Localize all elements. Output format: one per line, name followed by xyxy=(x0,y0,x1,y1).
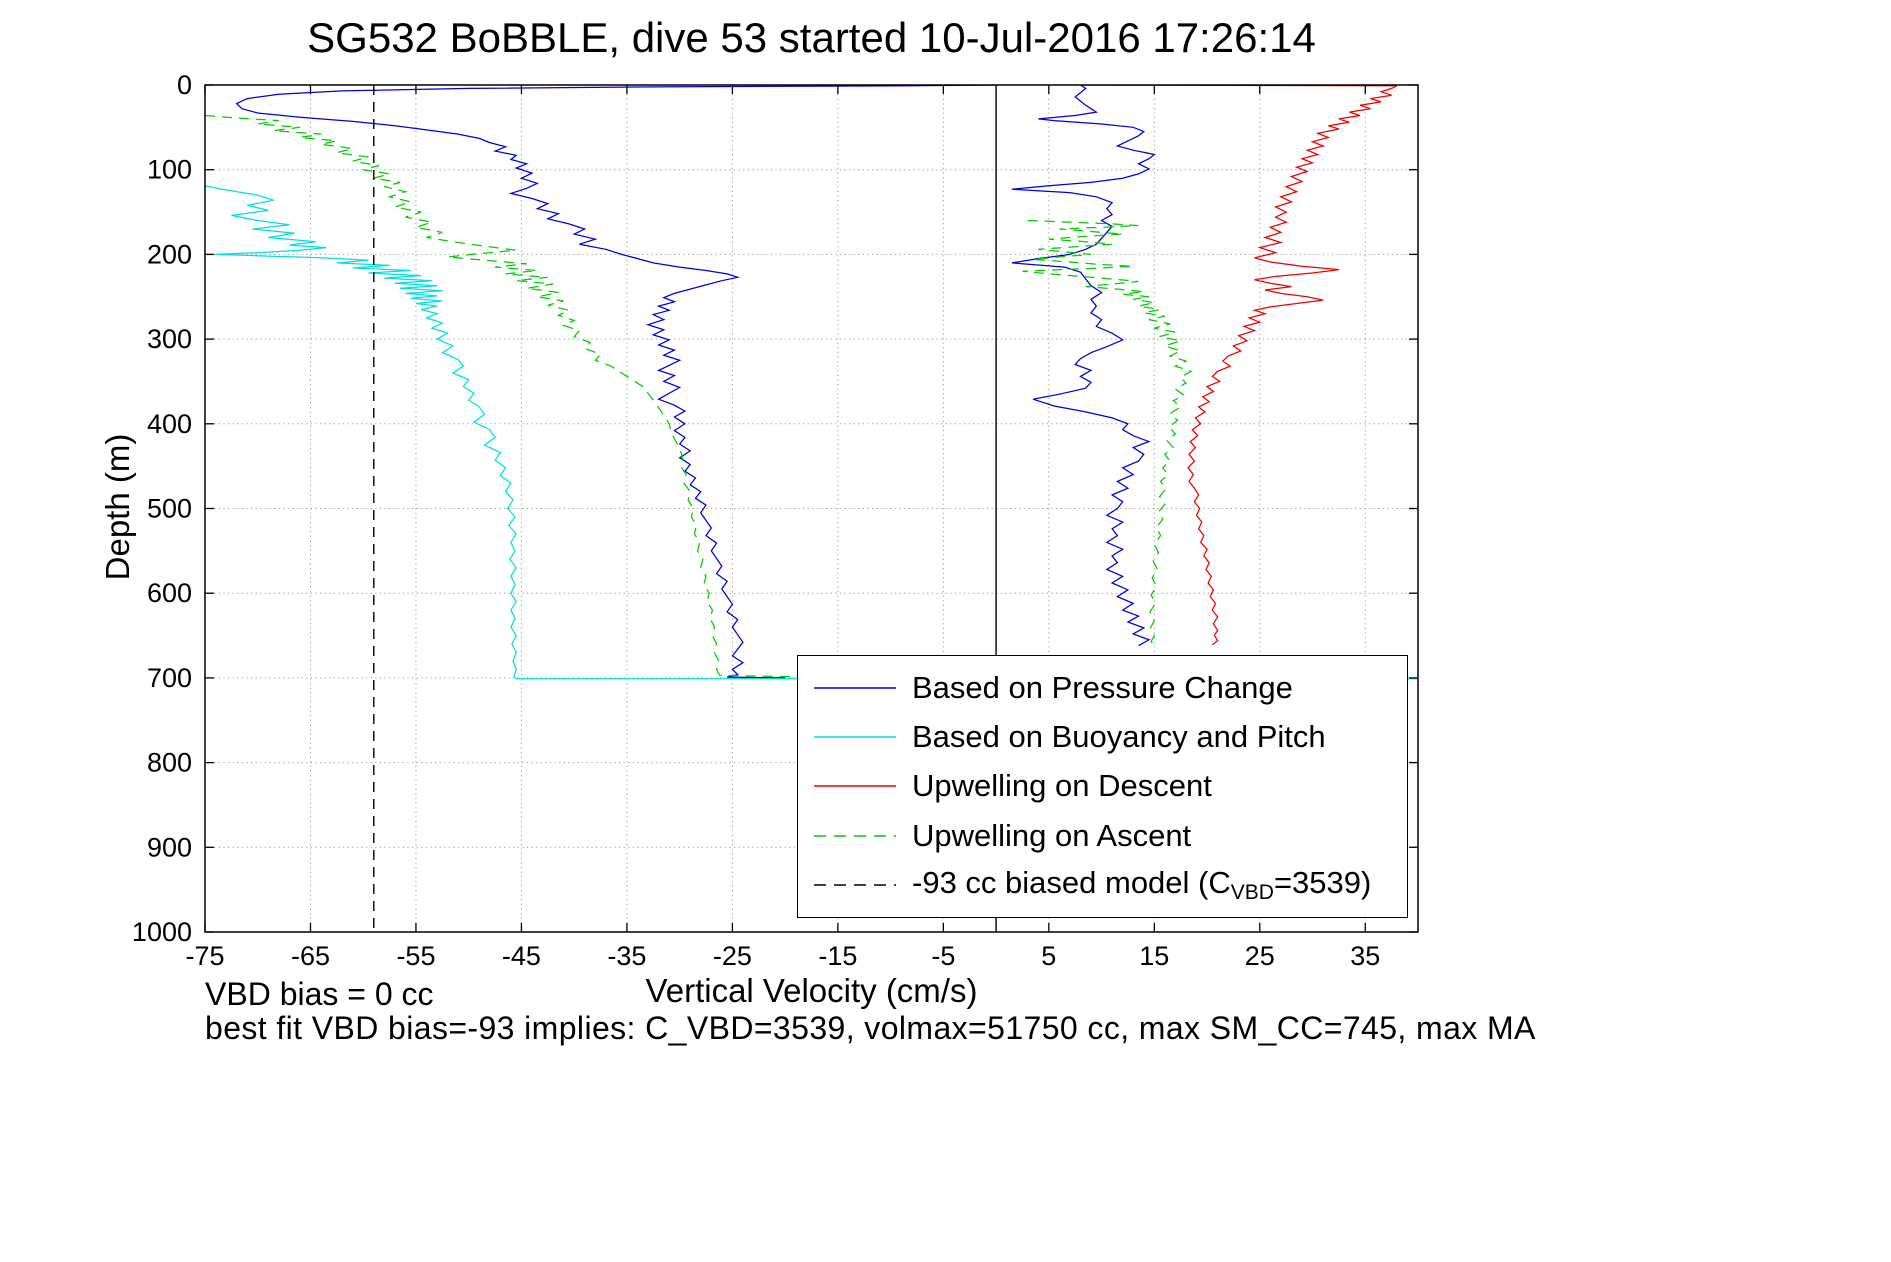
y-axis-label: Depth (m) xyxy=(99,433,136,581)
x-tick-label: -65 xyxy=(291,941,330,971)
legend-label: Based on Pressure Change xyxy=(912,670,1293,706)
y-tick-label: 500 xyxy=(147,494,192,524)
series-pressure-line xyxy=(1011,85,1156,647)
y-tick-label: 800 xyxy=(147,748,192,778)
x-tick-label: -5 xyxy=(931,941,955,971)
legend-item: Based on Pressure Change xyxy=(812,665,1407,711)
y-tick-label: 100 xyxy=(147,155,192,185)
series-pressure-line xyxy=(235,85,997,679)
legend-line-sample xyxy=(814,883,896,886)
legend-label: Upwelling on Ascent xyxy=(912,817,1192,853)
y-tick-label: 400 xyxy=(147,409,192,439)
legend-item: Based on Buoyancy and Pitch xyxy=(812,714,1407,760)
x-tick-label: 25 xyxy=(1245,941,1275,971)
y-tick-label: 1000 xyxy=(132,917,192,947)
y-tick-label: 0 xyxy=(177,70,192,100)
legend-item: Upwelling on Ascent xyxy=(812,813,1407,859)
legend-line-sample xyxy=(814,687,896,689)
x-tick-label: 35 xyxy=(1350,941,1380,971)
legend-item: Upwelling on Descent xyxy=(812,763,1407,809)
axis-ticks xyxy=(204,84,1418,933)
series-upwelling-descent-line xyxy=(1080,85,1398,646)
series-buoyancy-line xyxy=(205,185,1418,680)
x-tick-label: 15 xyxy=(1139,941,1169,971)
best-fit-text: best fit VBD bias=-93 implies: C_VBD=353… xyxy=(205,1010,1536,1046)
legend-line-sample xyxy=(814,736,896,739)
chart-title: SG532 BoBBLE, dive 53 started 10-Jul-201… xyxy=(307,14,1316,61)
x-axis-label: Vertical Velocity (cm/s) xyxy=(645,972,978,1009)
legend-label: Based on Buoyancy and Pitch xyxy=(912,719,1326,755)
legend-label-subscript: VBD xyxy=(1230,880,1274,904)
tick-labels: -75 -65 -55 -45 -35 -25 -15 -5 5 15 25 350100200300… xyxy=(132,70,1380,971)
legend-label: -93 cc biased model (CVBD=3539) xyxy=(912,864,1372,904)
legend-item: -93 cc biased model (CVBD=3539) xyxy=(812,862,1407,908)
y-tick-label: 600 xyxy=(147,578,192,608)
y-tick-label: 200 xyxy=(147,239,192,269)
x-tick-label: -75 xyxy=(185,941,224,971)
x-tick-label: 5 xyxy=(1041,941,1056,971)
series-upwelling-ascent-line xyxy=(205,114,860,679)
y-tick-label: 700 xyxy=(147,663,192,693)
x-tick-label: -25 xyxy=(713,941,752,971)
series-upwelling-ascent-line xyxy=(1022,219,1193,647)
x-tick-label: -55 xyxy=(396,941,435,971)
legend-line-sample xyxy=(814,785,896,788)
vbd-bias-text: VBD bias = 0 cc xyxy=(205,976,434,1012)
y-tick-label: 900 xyxy=(147,832,192,862)
legend: Based on Pressure Change Based on Buoyanc… xyxy=(797,655,1408,918)
x-tick-label: -15 xyxy=(818,941,857,971)
x-tick-label: -35 xyxy=(607,941,646,971)
x-tick-label: -45 xyxy=(502,941,541,971)
y-tick-label: 300 xyxy=(147,324,192,354)
legend-label: Upwelling on Descent xyxy=(912,768,1212,804)
legend-line-sample xyxy=(814,834,896,837)
